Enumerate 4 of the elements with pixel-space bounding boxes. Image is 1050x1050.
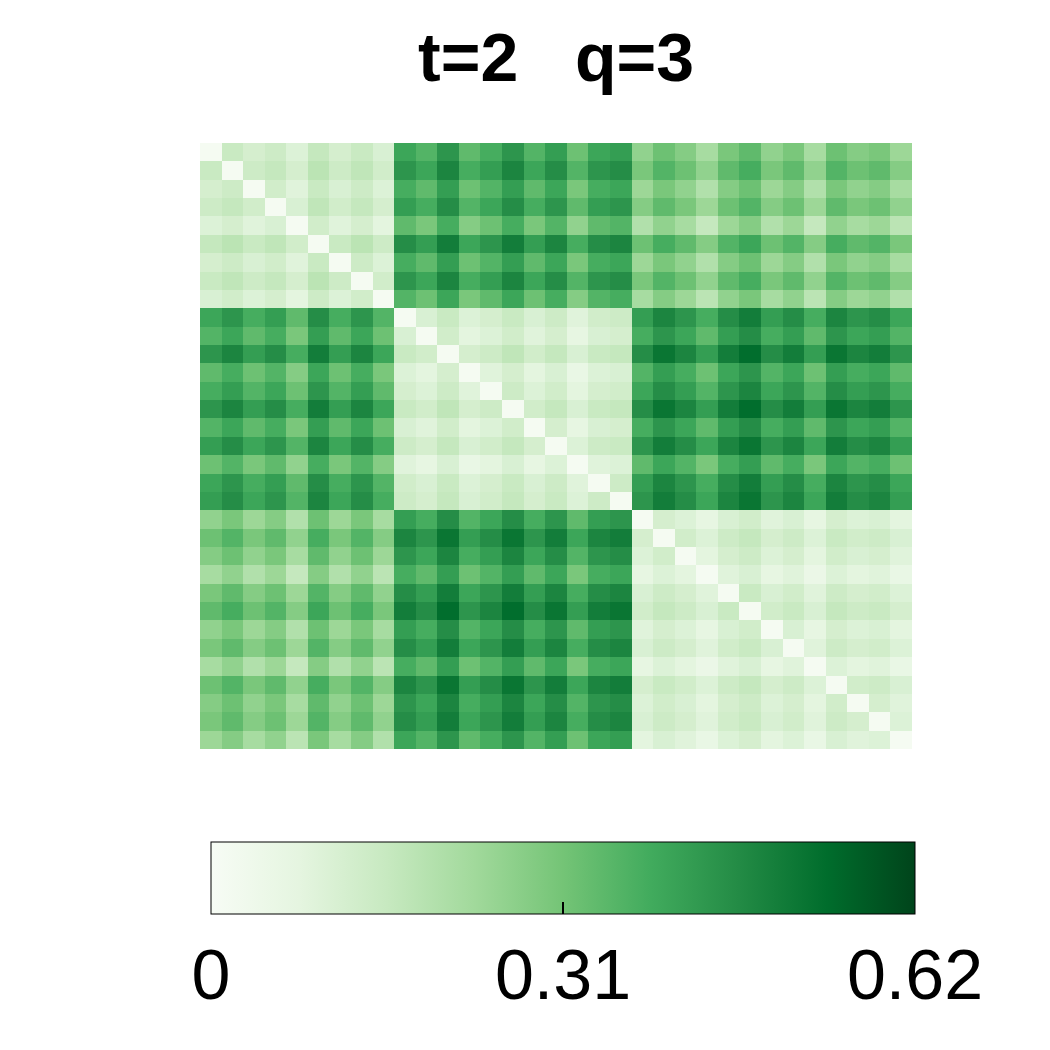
chart-title: t=2 q=3 <box>418 18 694 95</box>
color-bar-label: 0.31 <box>494 936 632 1014</box>
color-bar-label: 0.62 <box>846 936 984 1014</box>
color-bar-label: 0 <box>191 936 231 1014</box>
